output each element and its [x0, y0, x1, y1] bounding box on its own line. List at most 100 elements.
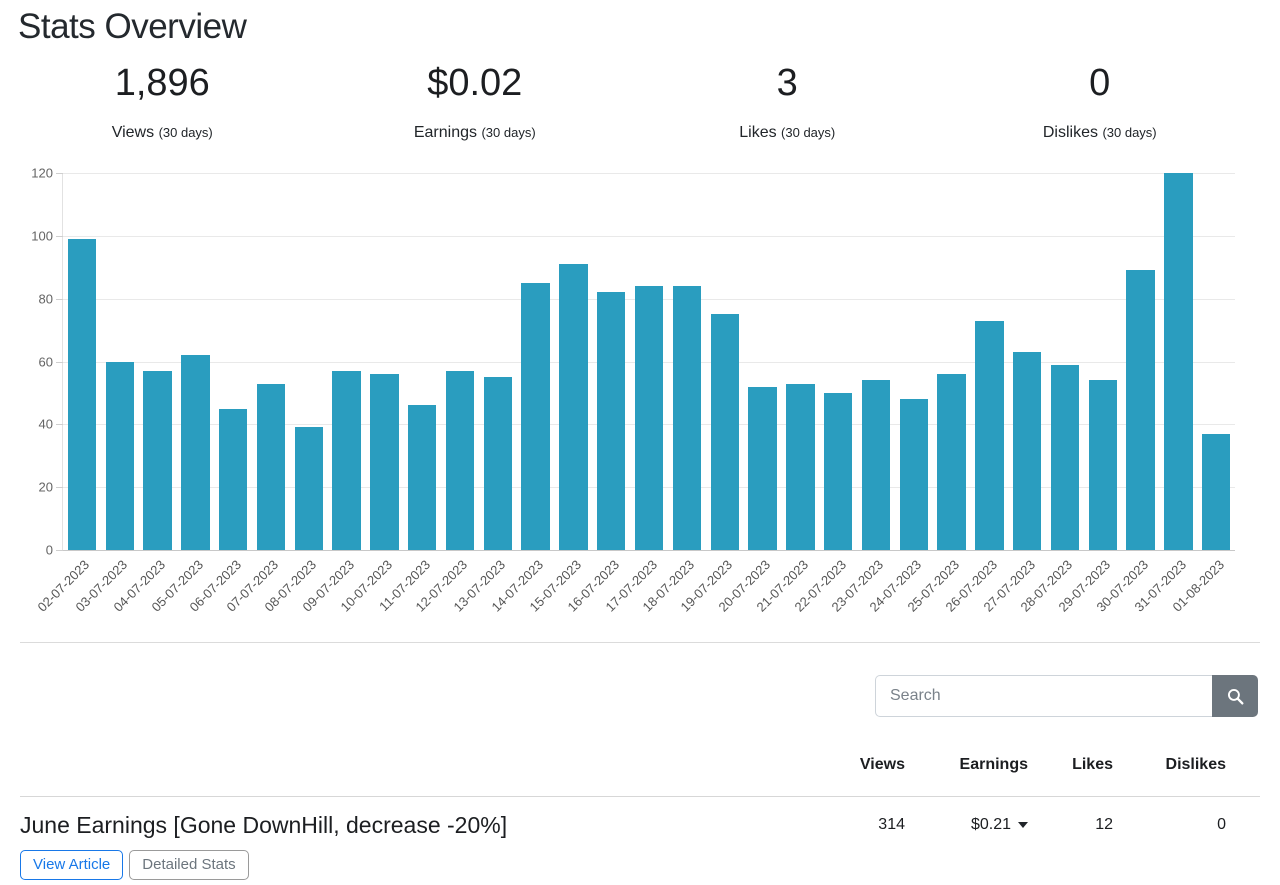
chart-bar-slot: [781, 173, 819, 550]
chart-y-tick: [56, 173, 63, 174]
chart-bar-slot: [441, 173, 479, 550]
chart-gridline: [63, 235, 1235, 237]
stats-summary-row: 1,896 Views (30 days) $0.02 Earnings (30…: [6, 58, 1256, 142]
chart-bar-slot: [933, 173, 971, 550]
chart-y-label: 40: [38, 416, 53, 432]
view-article-button[interactable]: View Article: [20, 850, 124, 880]
views-total-value: 1,896: [114, 62, 210, 104]
chart-bar-slot: [290, 173, 328, 550]
stat-card-likes: 3 Likes (30 days): [631, 58, 944, 142]
chart-bar-slot: [630, 173, 668, 550]
chart-y-label: 120: [31, 165, 53, 181]
stat-card-views: 1,896 Views (30 days): [6, 58, 319, 142]
chart-bar-slot: [1084, 173, 1122, 550]
dislikes-total-value: 0: [1089, 62, 1111, 104]
article-dislikes-value: 0: [1217, 816, 1226, 833]
search-row: [20, 675, 1258, 717]
earnings-total-label: Earnings (30 days): [413, 124, 536, 141]
chart-bar-slot: [366, 173, 404, 550]
detailed-stats-button[interactable]: Detailed Stats: [129, 850, 249, 880]
likes-total-label: Likes (30 days): [739, 124, 836, 141]
chart-bar: [786, 383, 815, 550]
chart-bar-slot: [214, 173, 252, 550]
chart-bar-slot: [1122, 173, 1160, 550]
search-input[interactable]: [875, 675, 1212, 717]
chart-bar-slot: [479, 173, 517, 550]
likes-period: (30 days): [781, 125, 836, 140]
article-main: June Earnings [Gone DownHill, decrease -…: [20, 809, 805, 880]
chart-y-label: 80: [38, 291, 53, 307]
chart-bar: [1202, 433, 1231, 550]
chart-bar: [1088, 380, 1118, 550]
chart-bar-slot: [139, 173, 177, 550]
views-period: (30 days): [158, 125, 213, 140]
column-header-dislikes: Dislikes: [1165, 756, 1226, 773]
chart-bar: [823, 392, 853, 550]
stat-card-earnings: $0.02 Earnings (30 days): [319, 58, 632, 142]
chart-bar: [597, 292, 626, 550]
chart-y-tick: [56, 235, 63, 237]
column-header-earnings: Earnings: [959, 756, 1028, 773]
chart-bar-slot: [1197, 173, 1235, 550]
article-likes-value: 12: [1095, 816, 1113, 833]
chart-bar: [861, 380, 891, 550]
stat-card-dislikes: 0 Dislikes (30 days): [944, 58, 1257, 142]
chart-bar: [1013, 352, 1042, 550]
chart-y-tick: [56, 298, 63, 300]
chart-bar-slot: [895, 173, 933, 550]
earnings-total-value: $0.02: [427, 62, 523, 104]
article-earnings-value: $0.21: [905, 816, 1028, 834]
chart-bar-slot: [63, 173, 101, 550]
chart-y-tick: [56, 487, 63, 489]
article-row: June Earnings [Gone DownHill, decrease -…: [20, 797, 1260, 880]
chart-bar: [408, 405, 437, 550]
chart-bar-slot: [101, 173, 139, 550]
chart-bar-slot: [668, 173, 706, 550]
table-header-row: Views Earnings Likes Dislikes: [20, 755, 1260, 797]
chart-bar: [445, 370, 475, 550]
article-stats-values: 314 $0.21 12 0: [805, 809, 1260, 880]
chart-y-label: 100: [31, 228, 53, 244]
chart-bar-slot: [1046, 173, 1084, 550]
chart-bar-slot: [403, 173, 441, 550]
chart-bar: [256, 383, 286, 550]
chart-bar-slot: [857, 173, 895, 550]
chart-bar: [748, 386, 777, 550]
dislikes-period: (30 days): [1102, 125, 1157, 140]
chart-bar-slot: [252, 173, 290, 550]
section-divider: [20, 642, 1260, 643]
chart-bar-slot: [328, 173, 366, 550]
chart-bar: [559, 264, 588, 550]
chart-y-tick: [56, 361, 63, 363]
chart-bar-slot: [517, 173, 555, 550]
chart-bar: [975, 320, 1004, 550]
chart-bar: [672, 286, 702, 550]
chart-bar: [710, 314, 739, 550]
chart-gridline: [63, 173, 1235, 174]
chart-bar: [937, 374, 966, 550]
caret-down-icon[interactable]: [1018, 821, 1028, 828]
chart-bar-slot: [1008, 173, 1046, 550]
chart-y-tick: [56, 550, 63, 551]
chart-bar: [294, 427, 323, 550]
search-button[interactable]: [1212, 675, 1258, 717]
chart-y-label: 0: [45, 542, 53, 558]
chart-bar: [1126, 270, 1155, 550]
table-header-end-spacer: [1226, 755, 1260, 774]
chart-bar: [105, 361, 134, 550]
likes-total-value: 3: [776, 62, 798, 104]
chart-bar-slot: [744, 173, 782, 550]
chart-bar: [634, 286, 664, 550]
table-header-spacer: [20, 755, 805, 774]
chart-bar: [218, 408, 248, 550]
chart-bar: [521, 282, 550, 550]
chart-bar-slot: [706, 173, 744, 550]
views-total-label: Views (30 days): [111, 124, 213, 141]
chart-bar: [332, 370, 361, 550]
chart-bar-slot: [1160, 173, 1198, 550]
column-header-likes: Likes: [1072, 756, 1113, 773]
chart-bar-slot: [176, 173, 214, 550]
daily-views-bar-chart: 0 20 40 60 80 100 120 02-07-2023 03-07-2023 04-07…: [20, 162, 1260, 628]
chart-y-label: 60: [38, 354, 53, 369]
